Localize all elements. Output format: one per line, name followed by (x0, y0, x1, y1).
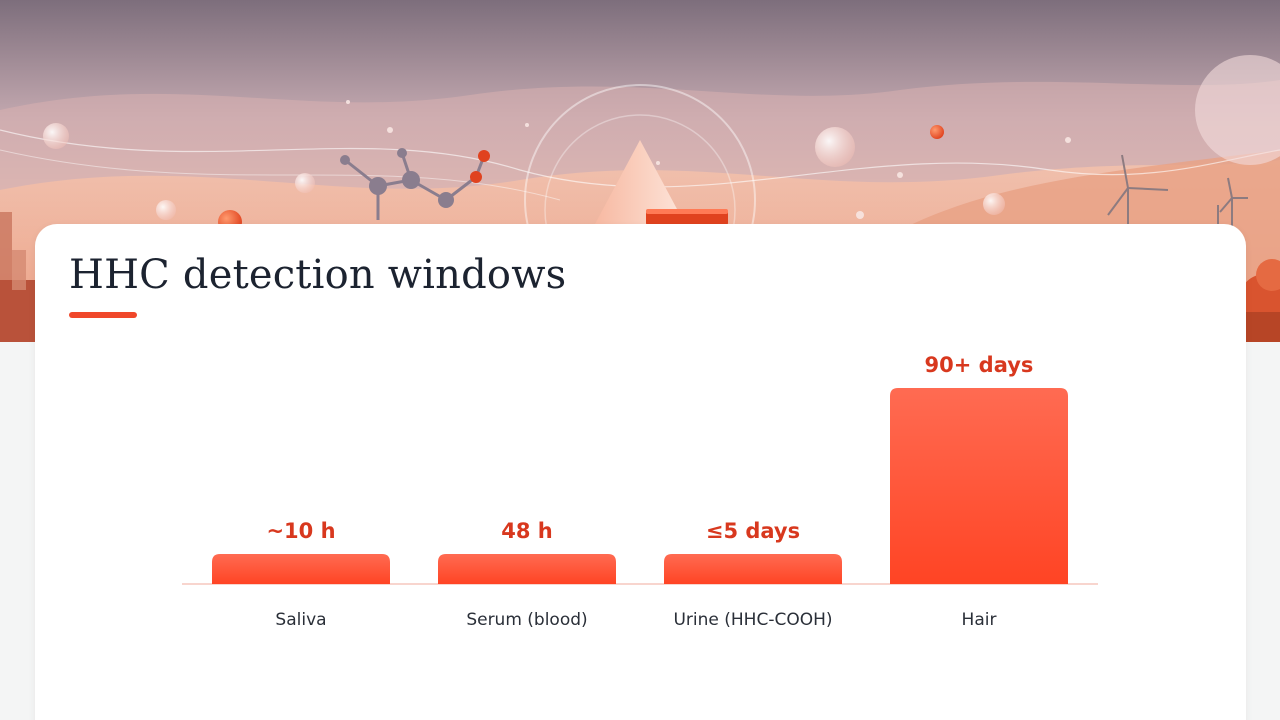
category-label: Saliva (275, 610, 326, 630)
bar-1 (438, 554, 616, 584)
category-label: Hair (962, 610, 997, 630)
category-label: Serum (blood) (466, 610, 587, 630)
bar-value-label: 48 h (501, 519, 553, 543)
page-title: HHC detection windows (69, 252, 567, 298)
bar-value-label: ~10 h (266, 519, 335, 543)
bar-value-label: 90+ days (925, 353, 1034, 377)
bar-2 (664, 554, 842, 584)
bar-0 (212, 554, 390, 584)
bar-3 (890, 388, 1068, 584)
bar-value-label: ≤5 days (706, 519, 800, 543)
category-label: Urine (HHC-COOH) (673, 610, 832, 630)
title-underline (69, 312, 137, 318)
